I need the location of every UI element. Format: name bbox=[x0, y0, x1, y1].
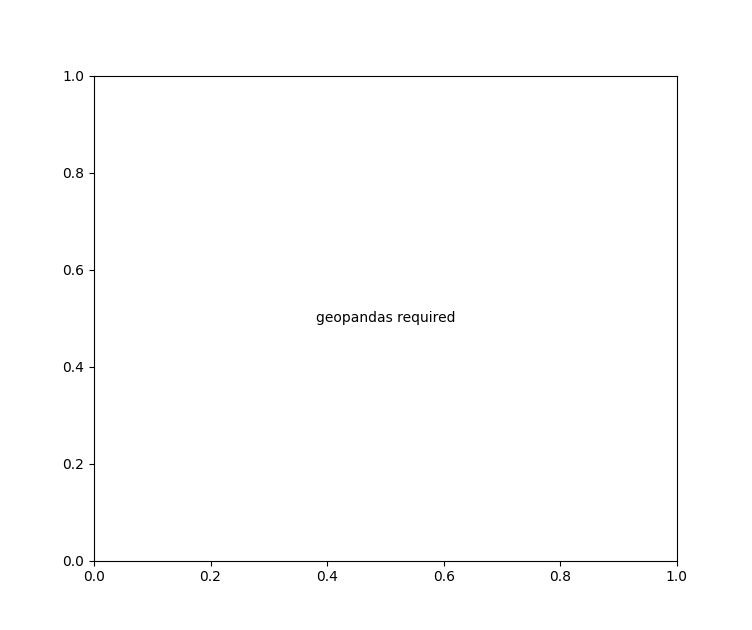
Text: geopandas required: geopandas required bbox=[316, 311, 455, 325]
